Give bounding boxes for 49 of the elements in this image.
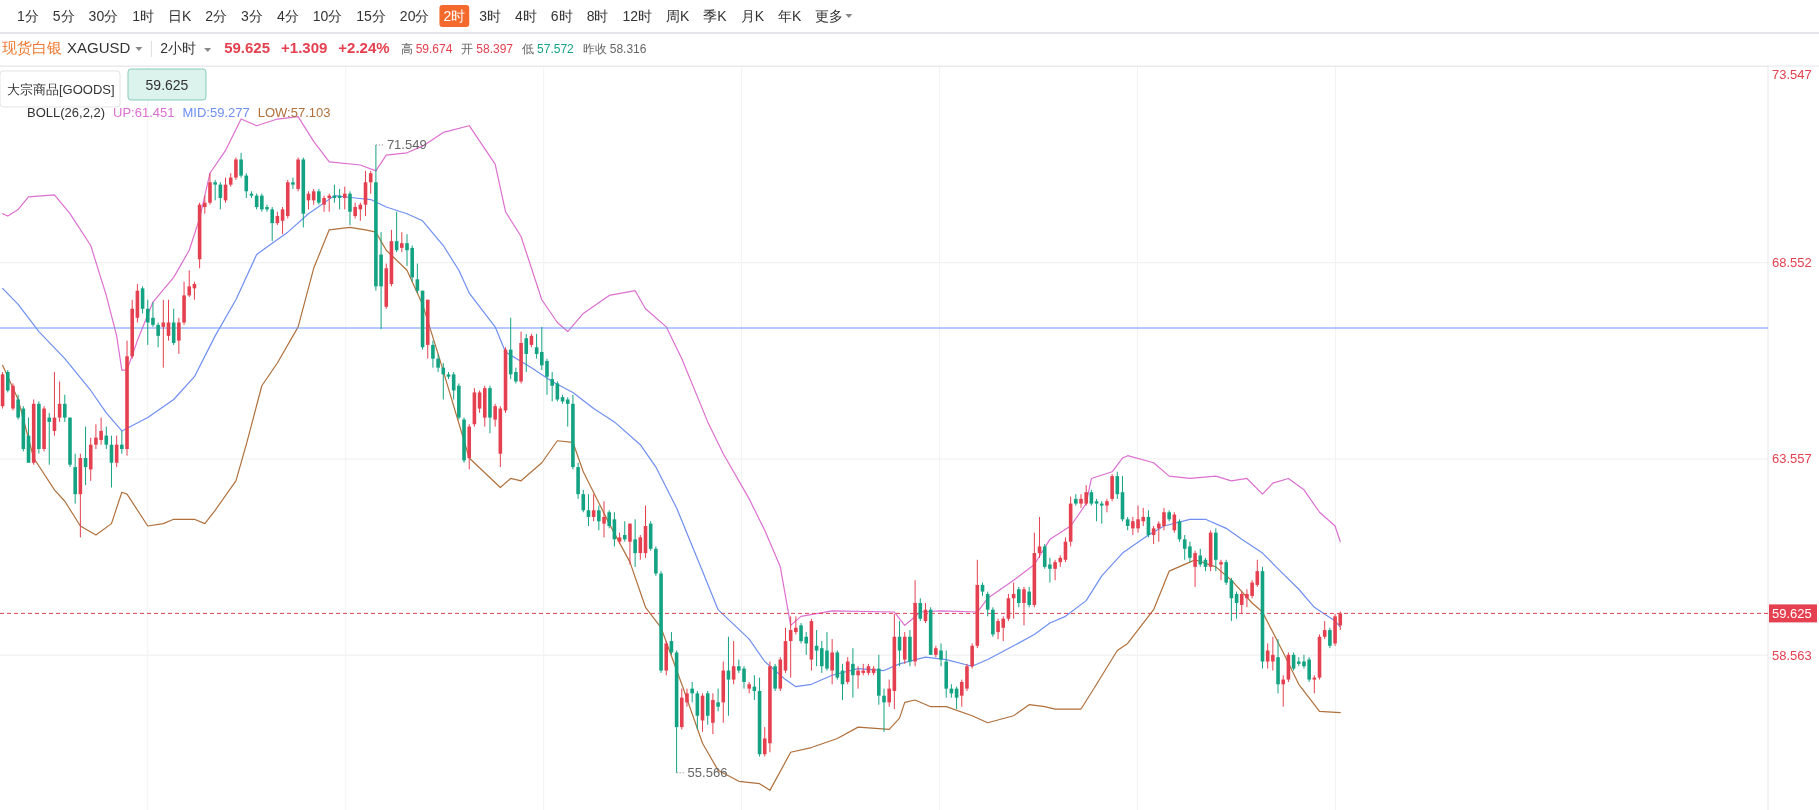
y-tick-label: 73.547 [1772,66,1812,82]
text: 8时 [586,8,609,24]
text: 4分 [276,8,299,24]
annotation: 55.566 [687,765,728,781]
text: 高 [400,42,413,56]
text: 10分 [312,8,343,24]
text: 3时 [479,8,502,24]
text: 57.572 [537,42,575,56]
text: +1.309 [281,39,328,56]
chart-title: 现货白银 [2,39,62,56]
text: 日K [167,8,192,24]
text: 5分 [52,8,75,24]
text: 年K [778,8,803,24]
text: 15分 [356,8,386,24]
y-tick-label: 68.552 [1772,255,1812,271]
text: MID:59.277 [182,105,250,120]
text: 6时 [550,8,573,24]
text: 59.674 [415,42,453,56]
text: 20分 [399,8,430,24]
text: 30分 [88,8,119,24]
annotation: 大宗商品[GOODS] [7,82,115,97]
text: 58.397 [476,42,514,56]
text: 开 [461,42,474,56]
annotation: 59.625 [145,77,189,93]
y-tick-label: 63.557 [1772,451,1812,467]
text: 2时 [443,8,466,24]
text: 3分 [241,8,263,24]
text: 4时 [515,8,537,24]
text: 更多 [815,8,844,24]
text: 月K [740,8,765,24]
text: 59.625 [224,39,271,56]
text: 2分 [205,8,228,24]
text: 58.316 [609,42,647,56]
text: 1时 [132,8,154,24]
text: 1分 [17,8,39,24]
text: 季K [703,8,728,24]
text: 周K [666,8,690,24]
y-tick-label: 58.563 [1772,647,1812,663]
text: +2.24% [338,39,390,56]
text: LOW:57.103 [257,105,331,120]
text: 12时 [622,8,652,24]
annotation: 71.549 [386,137,427,153]
text: 低 [522,42,535,56]
chart-subtitle: XAGUSD [67,39,131,56]
text: 昨收 [582,42,607,56]
legend-title: BOLL(26,2,2) [27,105,106,120]
text: UP:61.451 [113,105,175,120]
ref-line-label: 59.625 [1772,605,1812,621]
text: 2小时 [160,40,197,56]
